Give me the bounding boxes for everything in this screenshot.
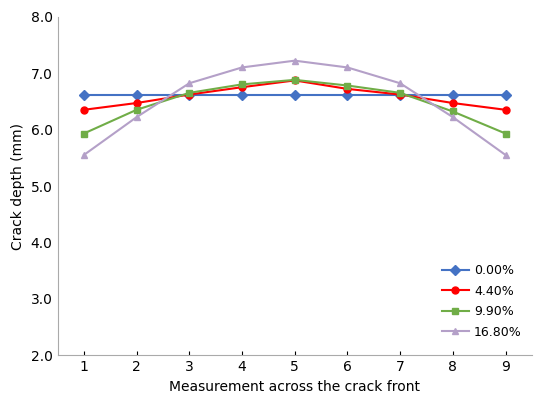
X-axis label: Measurement across the crack front: Measurement across the crack front (169, 380, 420, 394)
0.00% (502, 92, 509, 97)
4.40% (344, 87, 351, 92)
16.80% (186, 81, 193, 86)
4.40% (239, 85, 245, 90)
9.90% (239, 82, 245, 87)
0.00% (344, 92, 351, 97)
16.80% (134, 115, 140, 119)
Line: 16.80%: 16.80% (80, 57, 509, 158)
9.90% (397, 90, 403, 95)
9.90% (292, 77, 298, 82)
4.40% (292, 78, 298, 83)
0.00% (292, 92, 298, 97)
0.00% (186, 92, 193, 97)
9.90% (450, 109, 456, 114)
9.90% (344, 83, 351, 88)
16.80% (80, 153, 87, 158)
16.80% (344, 65, 351, 70)
16.80% (450, 115, 456, 119)
9.90% (502, 131, 509, 136)
0.00% (239, 92, 245, 97)
Y-axis label: Crack depth (mm): Crack depth (mm) (11, 123, 25, 249)
4.40% (80, 107, 87, 112)
16.80% (397, 81, 403, 86)
0.00% (80, 92, 87, 97)
9.90% (186, 90, 193, 95)
Line: 0.00%: 0.00% (80, 91, 509, 98)
Line: 9.90%: 9.90% (80, 77, 509, 137)
4.40% (502, 107, 509, 112)
16.80% (239, 65, 245, 70)
4.40% (450, 100, 456, 105)
Line: 4.40%: 4.40% (80, 77, 509, 113)
9.90% (80, 131, 87, 136)
4.40% (397, 92, 403, 97)
0.00% (450, 92, 456, 97)
Legend: 0.00%, 4.40%, 9.90%, 16.80%: 0.00%, 4.40%, 9.90%, 16.80% (438, 260, 526, 343)
4.40% (186, 92, 193, 97)
9.90% (134, 107, 140, 112)
0.00% (397, 92, 403, 97)
4.40% (134, 100, 140, 105)
16.80% (292, 58, 298, 63)
0.00% (134, 92, 140, 97)
16.80% (502, 153, 509, 158)
